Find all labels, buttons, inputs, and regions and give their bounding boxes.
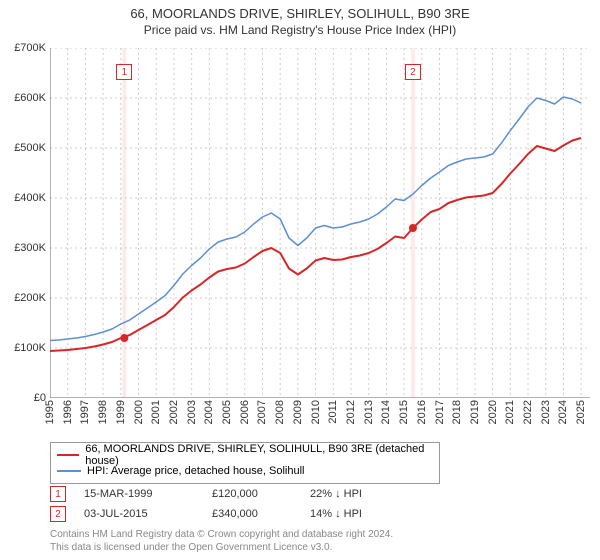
x-tick-label: 2020 [487, 400, 499, 424]
x-tick-label: 2008 [274, 400, 286, 424]
y-tick-label: £500K [0, 142, 46, 154]
x-tick-label: 1995 [44, 400, 56, 424]
legend-label: 66, MOORLANDS DRIVE, SHIRLEY, SOLIHULL, … [85, 443, 433, 467]
x-tick-label: 2007 [256, 400, 268, 424]
x-tick-label: 2013 [363, 400, 375, 424]
sales-table-row: 2 03-JUL-2015 £340,000 14% ↓ HPI [50, 504, 390, 524]
title-line-2: Price paid vs. HM Land Registry's House … [0, 23, 600, 37]
legend: 66, MOORLANDS DRIVE, SHIRLEY, SOLIHULL, … [50, 442, 440, 484]
footer-line-2: This data is licensed under the Open Gov… [50, 541, 393, 554]
x-tick-label: 2019 [469, 400, 481, 424]
x-tick-label: 2002 [168, 400, 180, 424]
y-tick-label: £600K [0, 92, 46, 104]
chart-area: £0£100K£200K£300K£400K£500K£600K£700K 19… [50, 48, 590, 398]
sales-table-row: 1 15-MAR-1999 £120,000 22% ↓ HPI [50, 484, 390, 504]
x-tick-label: 2015 [398, 400, 410, 424]
sale-date: 15-MAR-1999 [84, 488, 194, 500]
x-tick-label: 2001 [150, 400, 162, 424]
x-tick-label: 1997 [79, 400, 91, 424]
y-tick-label: £700K [0, 42, 46, 54]
sale-pct-vs-hpi: 22% ↓ HPI [310, 488, 390, 500]
legend-row: 66, MOORLANDS DRIVE, SHIRLEY, SOLIHULL, … [57, 447, 433, 463]
x-tick-label: 2017 [434, 400, 446, 424]
x-tick-label: 2005 [221, 400, 233, 424]
x-tick-label: 2000 [133, 400, 145, 424]
x-tick-label: 1999 [115, 400, 127, 424]
x-tick-label: 2016 [416, 400, 428, 424]
sale-date: 03-JUL-2015 [84, 508, 194, 520]
x-tick-label: 2011 [327, 400, 339, 424]
y-tick-label: £400K [0, 192, 46, 204]
x-tick-label: 2018 [451, 400, 463, 424]
title-line-1: 66, MOORLANDS DRIVE, SHIRLEY, SOLIHULL, … [0, 6, 600, 21]
sale-badge: 2 [405, 64, 421, 80]
x-tick-label: 1998 [97, 400, 109, 424]
legend-label: HPI: Average price, detached house, Soli… [87, 465, 305, 477]
sales-table: 1 15-MAR-1999 £120,000 22% ↓ HPI 2 03-JUL-201… [50, 484, 390, 524]
x-tick-label: 2021 [504, 400, 516, 424]
line-chart-svg [50, 48, 590, 398]
x-tick-label: 1996 [62, 400, 74, 424]
legend-swatch [57, 454, 79, 456]
legend-swatch [57, 470, 81, 472]
y-tick-label: £0 [0, 392, 46, 404]
y-tick-label: £300K [0, 242, 46, 254]
sale-index-badge: 1 [50, 486, 66, 502]
x-tick-label: 2023 [540, 400, 552, 424]
y-tick-label: £100K [0, 342, 46, 354]
x-tick-label: 2024 [557, 400, 569, 424]
sale-badge: 1 [116, 64, 132, 80]
x-tick-label: 2003 [186, 400, 198, 424]
x-tick-label: 2010 [310, 400, 322, 424]
x-tick-label: 2006 [239, 400, 251, 424]
footer-line-1: Contains HM Land Registry data © Crown c… [50, 528, 393, 541]
sale-price: £120,000 [212, 488, 292, 500]
x-tick-label: 2014 [380, 400, 392, 424]
attribution-footer: Contains HM Land Registry data © Crown c… [50, 528, 393, 554]
title-block: 66, MOORLANDS DRIVE, SHIRLEY, SOLIHULL, … [0, 0, 600, 37]
sale-index-badge: 2 [50, 506, 66, 522]
x-tick-label: 2022 [522, 400, 534, 424]
x-tick-label: 2012 [345, 400, 357, 424]
x-tick-label: 2004 [203, 400, 215, 424]
x-tick-label: 2025 [575, 400, 587, 424]
x-tick-label: 2009 [292, 400, 304, 424]
sale-pct-vs-hpi: 14% ↓ HPI [310, 508, 390, 520]
chart-container: 66, MOORLANDS DRIVE, SHIRLEY, SOLIHULL, … [0, 0, 600, 560]
y-tick-label: £200K [0, 292, 46, 304]
sale-price: £340,000 [212, 508, 292, 520]
